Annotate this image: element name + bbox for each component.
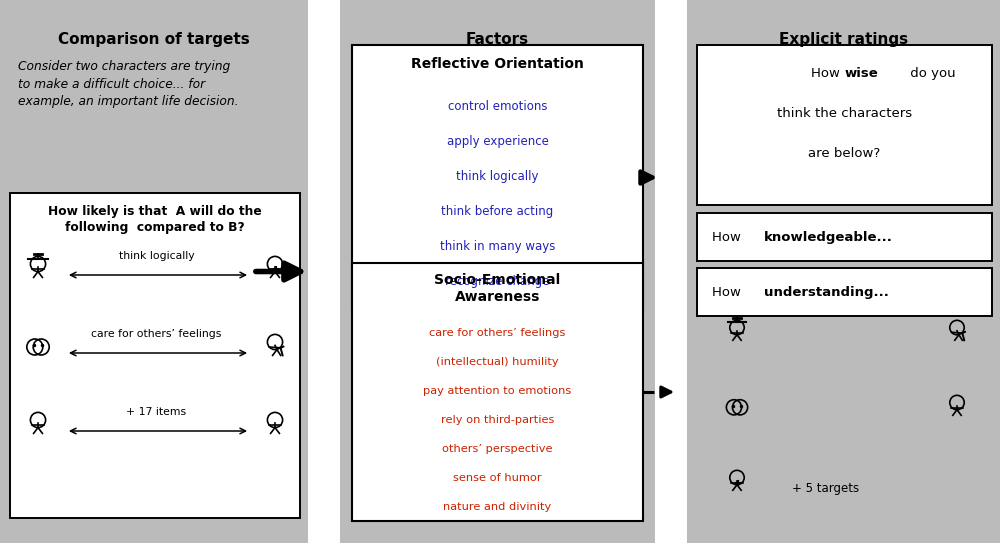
Text: recognize change: recognize change <box>445 275 550 288</box>
Text: control emotions: control emotions <box>448 100 547 113</box>
Bar <box>697 45 992 205</box>
Text: + 17 items: + 17 items <box>126 407 187 417</box>
Bar <box>697 268 992 316</box>
Text: How: How <box>811 66 844 79</box>
Bar <box>352 45 643 310</box>
Text: How: How <box>712 230 745 243</box>
Text: (intellectual) humility: (intellectual) humility <box>436 357 559 367</box>
Text: apply experience: apply experience <box>447 135 548 148</box>
Text: wise: wise <box>844 66 878 79</box>
Text: think logically: think logically <box>119 251 194 261</box>
Text: think logically: think logically <box>456 170 539 183</box>
Text: Comparison of targets: Comparison of targets <box>58 32 250 47</box>
Text: + 5 targets: + 5 targets <box>792 482 859 495</box>
Bar <box>10 193 300 518</box>
Text: think the characters: think the characters <box>777 106 912 119</box>
Bar <box>308 0 340 543</box>
Text: Consider two characters are trying
to make a difficult choice... for
example, an: Consider two characters are trying to ma… <box>18 60 239 108</box>
Text: nature and divinity: nature and divinity <box>443 502 552 512</box>
Text: care for others’ feelings: care for others’ feelings <box>429 328 566 338</box>
Text: How: How <box>712 286 745 299</box>
Text: How likely is that  A will do the
following  compared to B?: How likely is that A will do the followi… <box>48 205 262 234</box>
Text: understanding...: understanding... <box>764 286 889 299</box>
Text: Explicit ratings: Explicit ratings <box>779 32 908 47</box>
Text: rely on third-parties: rely on third-parties <box>441 415 554 425</box>
Bar <box>655 0 687 543</box>
Text: pay attention to emotions: pay attention to emotions <box>423 386 572 396</box>
Text: think before acting: think before acting <box>441 205 554 218</box>
Text: Socio-Emotional
Awareness: Socio-Emotional Awareness <box>434 273 561 304</box>
Text: think in many ways: think in many ways <box>440 240 555 253</box>
Text: are below?: are below? <box>808 147 881 160</box>
Text: care for others’ feelings: care for others’ feelings <box>91 329 222 339</box>
Text: knowledgeable...: knowledgeable... <box>764 230 893 243</box>
Text: do you: do you <box>906 66 956 79</box>
Text: sense of humor: sense of humor <box>453 473 542 483</box>
Text: Factors: Factors <box>466 32 529 47</box>
Bar <box>352 263 643 521</box>
Text: Reflective Orientation: Reflective Orientation <box>411 57 584 71</box>
Bar <box>697 213 992 261</box>
Text: others’ perspective: others’ perspective <box>442 444 553 454</box>
